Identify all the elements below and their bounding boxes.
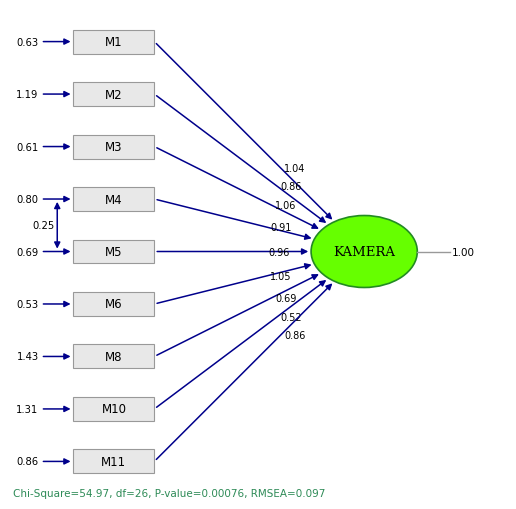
Text: M2: M2 bbox=[105, 89, 123, 101]
Text: 0.61: 0.61 bbox=[17, 142, 39, 152]
FancyBboxPatch shape bbox=[73, 397, 154, 421]
Text: 0.69: 0.69 bbox=[276, 293, 297, 303]
FancyBboxPatch shape bbox=[73, 240, 154, 264]
Text: 1.06: 1.06 bbox=[276, 201, 297, 211]
Text: 0.91: 0.91 bbox=[270, 222, 292, 233]
Text: M8: M8 bbox=[105, 350, 123, 363]
FancyBboxPatch shape bbox=[73, 449, 154, 473]
Text: M1: M1 bbox=[105, 36, 123, 49]
Text: 0.86: 0.86 bbox=[280, 181, 302, 191]
Text: M4: M4 bbox=[105, 193, 123, 206]
Text: 0.86: 0.86 bbox=[284, 331, 306, 341]
FancyBboxPatch shape bbox=[73, 135, 154, 159]
Text: Chi-Square=54.97, df=26, P-value=0.00076, RMSEA=0.097: Chi-Square=54.97, df=26, P-value=0.00076… bbox=[13, 488, 325, 498]
FancyBboxPatch shape bbox=[73, 188, 154, 212]
Text: 1.04: 1.04 bbox=[284, 163, 306, 174]
Text: 1.00: 1.00 bbox=[452, 247, 475, 257]
FancyBboxPatch shape bbox=[73, 292, 154, 317]
Text: 0.52: 0.52 bbox=[280, 313, 302, 323]
Text: M5: M5 bbox=[105, 245, 123, 259]
Text: 0.96: 0.96 bbox=[268, 247, 289, 257]
FancyBboxPatch shape bbox=[73, 83, 154, 107]
Text: 0.63: 0.63 bbox=[17, 38, 39, 47]
Text: M10: M10 bbox=[101, 403, 126, 416]
Text: 0.69: 0.69 bbox=[17, 247, 39, 257]
Text: M3: M3 bbox=[105, 141, 123, 154]
Text: M11: M11 bbox=[101, 455, 126, 468]
Text: 0.25: 0.25 bbox=[32, 221, 54, 231]
Text: 1.19: 1.19 bbox=[16, 90, 39, 100]
Text: M6: M6 bbox=[105, 298, 123, 311]
FancyBboxPatch shape bbox=[73, 31, 154, 54]
Text: 0.80: 0.80 bbox=[17, 194, 39, 205]
Text: 0.86: 0.86 bbox=[17, 457, 39, 467]
Text: 1.05: 1.05 bbox=[270, 271, 292, 281]
FancyBboxPatch shape bbox=[73, 345, 154, 369]
Text: 0.53: 0.53 bbox=[17, 299, 39, 309]
Text: 1.31: 1.31 bbox=[17, 404, 39, 414]
Text: 1.43: 1.43 bbox=[17, 352, 39, 362]
Text: KAMERA: KAMERA bbox=[333, 245, 395, 259]
Ellipse shape bbox=[311, 216, 417, 288]
